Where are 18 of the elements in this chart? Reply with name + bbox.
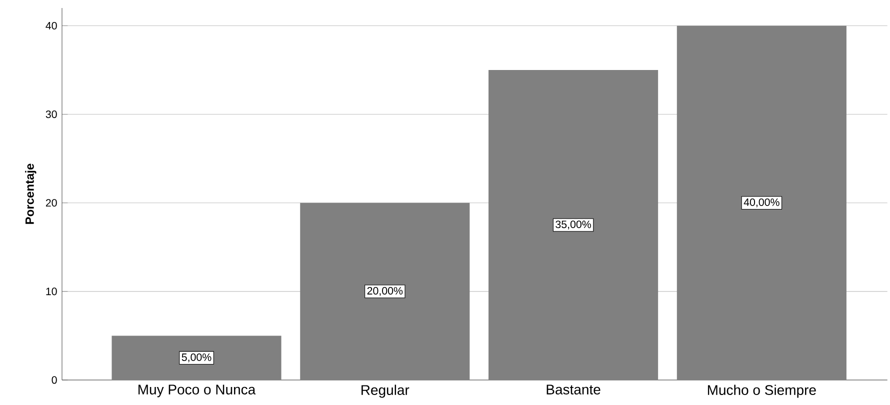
data-label: 35,00%	[556, 220, 591, 230]
y-tick-label: 10	[46, 288, 57, 296]
y-tick-label: 20	[46, 199, 57, 207]
data-label: 40,00%	[744, 198, 780, 208]
x-tick-label: Muy Poco o Nunca	[138, 384, 256, 398]
bar	[300, 202, 470, 380]
bar	[112, 336, 282, 380]
x-tick-label: Mucho o Siempre	[708, 384, 816, 398]
y-tick-label: 0	[52, 376, 57, 384]
data-label: 20,00%	[367, 287, 403, 296]
y-axis-title: Porcentaje	[25, 164, 36, 224]
bar	[488, 70, 658, 380]
x-tick-label: Bastante	[546, 384, 600, 394]
bar	[676, 26, 846, 380]
y-tick-label: 40	[46, 22, 57, 30]
y-tick-label: 30	[46, 110, 57, 118]
data-label: 5,00%	[182, 353, 212, 362]
x-tick-label: Regular	[362, 384, 410, 398]
